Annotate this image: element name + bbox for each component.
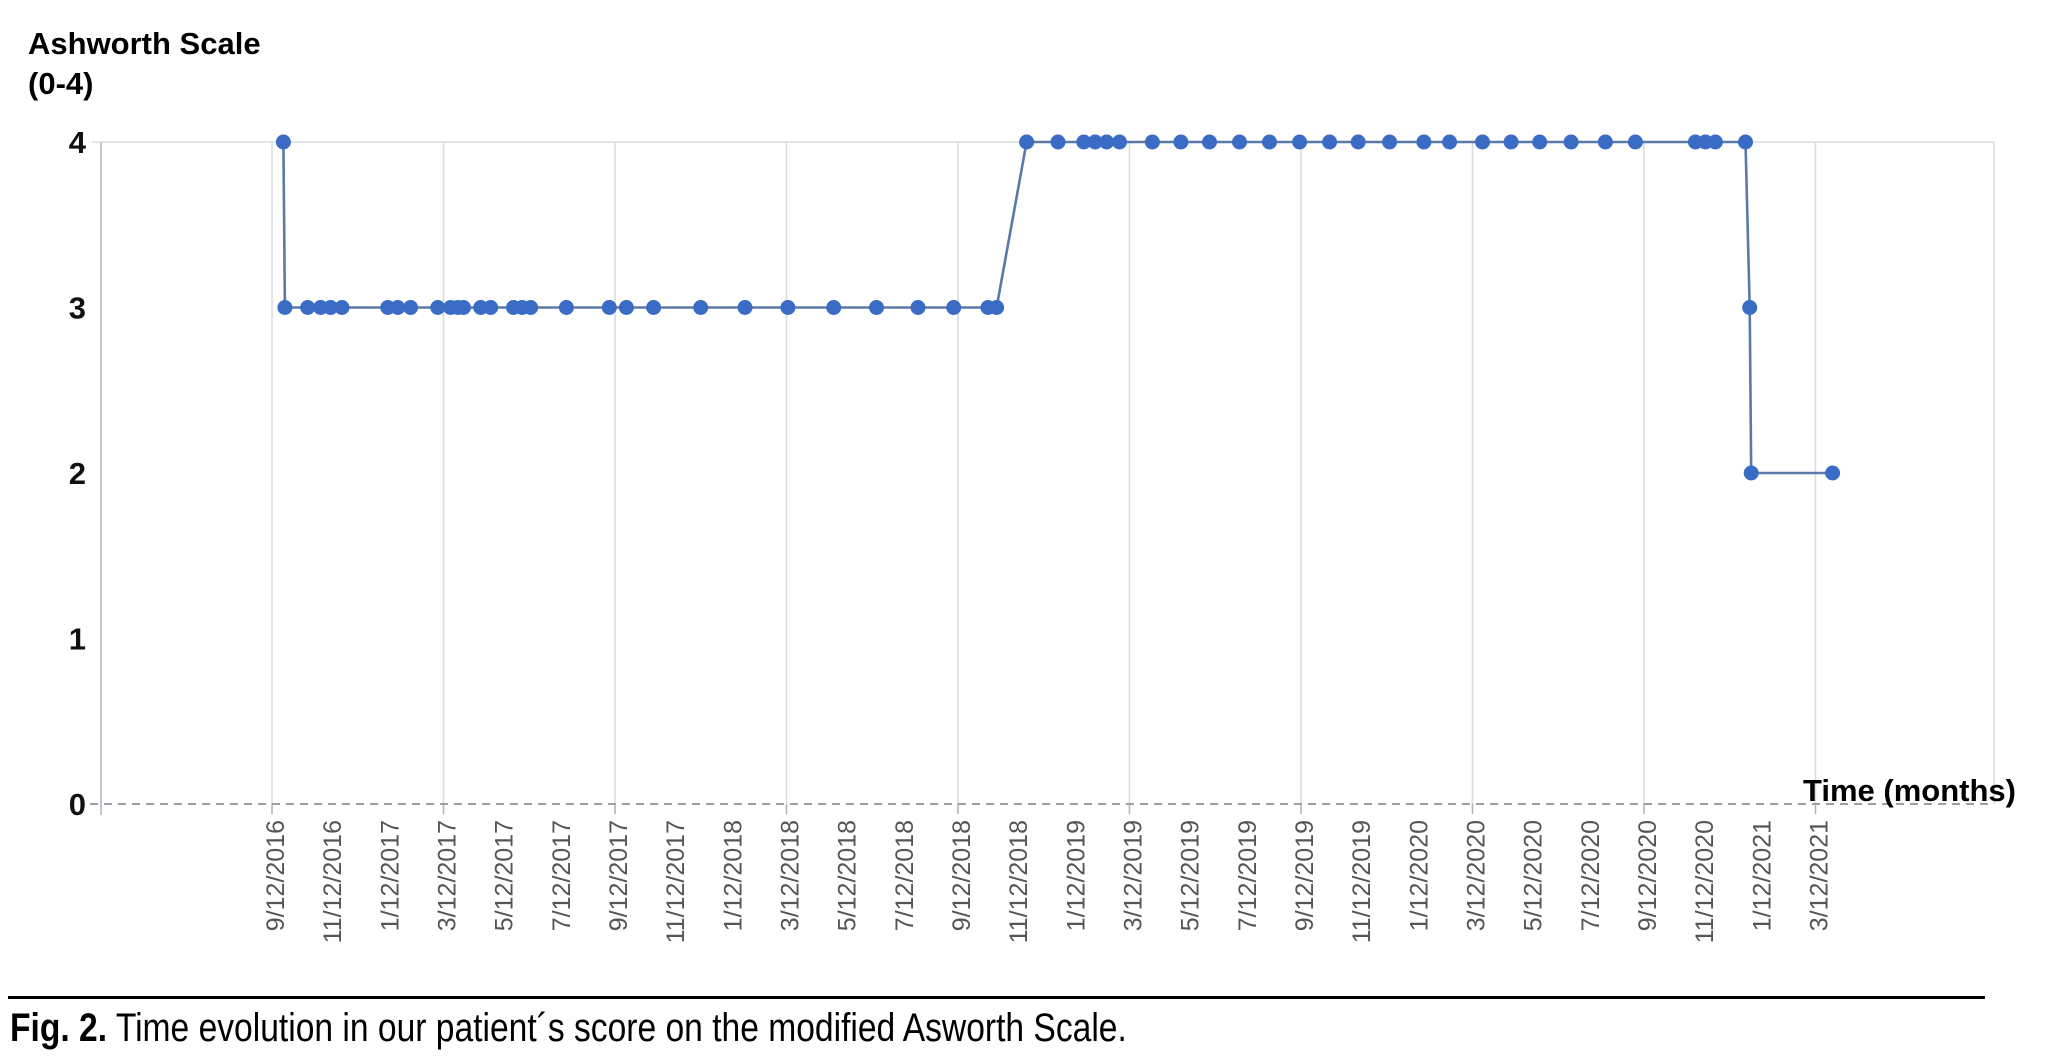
x-tick-label: 7/12/2017 [548, 820, 576, 931]
x-tick-label: 1/12/2018 [719, 820, 747, 931]
y-axis-tick-labels: 0 1 2 3 4 [69, 125, 87, 822]
data-point [300, 300, 316, 315]
data-point [1019, 134, 1035, 150]
data-point [1416, 134, 1432, 150]
series-points [275, 134, 1841, 481]
figure-caption: Fig. 2. Time evolution in our patient´s … [10, 1006, 1127, 1051]
x-tick-label: 3/12/2018 [776, 820, 804, 931]
data-point [1262, 134, 1277, 150]
data-point [558, 300, 574, 315]
data-point [1563, 134, 1579, 150]
gridlines [90, 141, 1995, 815]
data-point [1202, 134, 1217, 150]
x-tick-label: 11/12/2016 [319, 820, 347, 943]
x-tick-label: 1/12/2019 [1062, 820, 1090, 931]
data-point [334, 300, 350, 315]
data-point [946, 300, 962, 315]
data-point [1442, 134, 1458, 150]
x-axis-title: Time (months) [1803, 773, 2016, 808]
y-axis-title: Ashworth Scale (0-4) [28, 24, 261, 104]
x-tick-label: 5/12/2017 [491, 820, 519, 931]
data-point [1503, 134, 1519, 150]
y-tick-label: 4 [69, 125, 87, 160]
data-point [1597, 134, 1613, 150]
data-point [1742, 300, 1758, 315]
data-point [277, 300, 293, 315]
data-point [1292, 134, 1308, 150]
y-tick-label: 0 [69, 787, 86, 822]
data-point [1112, 134, 1127, 150]
data-point [456, 300, 471, 315]
data-point [1076, 134, 1092, 150]
data-point [390, 300, 406, 315]
data-point [1825, 465, 1841, 481]
data-point [1382, 134, 1398, 150]
data-point [737, 300, 753, 315]
data-point [430, 300, 446, 315]
x-tick-label: 3/12/2020 [1462, 820, 1490, 931]
data-point [275, 134, 291, 150]
x-tick-label: 7/12/2019 [1234, 820, 1262, 931]
data-point [483, 300, 499, 315]
x-tick-label: 9/12/2020 [1634, 820, 1662, 931]
data-point [523, 300, 539, 315]
data-point [403, 300, 419, 315]
data-point [618, 300, 634, 315]
x-tick-label: 9/12/2017 [605, 820, 633, 931]
x-tick-label: 11/12/2020 [1691, 820, 1719, 943]
data-point [1099, 134, 1115, 150]
data-point [323, 300, 339, 315]
data-point [780, 300, 796, 315]
data-point [910, 300, 926, 315]
y-tick-label: 1 [69, 622, 86, 657]
x-tick-label: 9/12/2016 [262, 820, 290, 931]
data-point [646, 300, 662, 315]
x-tick-label: 1/12/2021 [1748, 820, 1776, 931]
x-tick-label: 5/12/2019 [1177, 820, 1205, 931]
data-point [1144, 134, 1160, 150]
data-point [1743, 465, 1759, 481]
ashworth-line-chart: 0 1 2 3 4 9/12/2016 11/12/2016 1/12/2017 3/12/20… [69, 125, 2016, 943]
caption-divider [8, 996, 1985, 999]
data-point [1627, 134, 1643, 150]
x-tick-label: 1/12/2020 [1405, 820, 1433, 931]
chart-svg: 0 1 2 3 4 9/12/2016 11/12/2016 1/12/2017 3/12/20… [69, 125, 2016, 943]
x-tick-label: 7/12/2018 [891, 820, 919, 931]
data-point [1087, 134, 1103, 150]
x-tick-label: 7/12/2020 [1577, 820, 1605, 931]
x-tick-label: 3/12/2019 [1119, 820, 1147, 931]
x-axis-tick-labels: 9/12/2016 11/12/2016 1/12/2017 3/12/2017 5/1… [262, 820, 1833, 943]
x-tick-label: 11/12/2018 [1005, 820, 1033, 943]
data-point [693, 300, 709, 315]
x-tick-label: 1/12/2017 [376, 820, 404, 931]
data-point [1350, 134, 1366, 150]
data-point [1475, 134, 1490, 150]
y-axis-title-line1: Ashworth Scale [28, 26, 261, 61]
figure-caption-text: Time evolution in our patient´s score on… [107, 1006, 1127, 1050]
x-tick-label: 5/12/2020 [1520, 820, 1548, 931]
x-tick-label: 11/12/2019 [1348, 820, 1376, 943]
data-point [1232, 134, 1247, 150]
data-point [1532, 134, 1548, 150]
data-point [1322, 134, 1338, 150]
y-axis-title-line2: (0-4) [28, 66, 94, 101]
x-tick-label: 11/12/2017 [662, 820, 690, 943]
x-tick-label: 3/12/2017 [433, 820, 461, 931]
data-point [869, 300, 884, 315]
x-tick-label: 9/12/2019 [1291, 820, 1319, 931]
x-tick-label: 5/12/2018 [834, 820, 862, 931]
data-point [989, 300, 1005, 315]
x-tick-label: 9/12/2018 [948, 820, 976, 931]
data-point [601, 300, 617, 315]
data-point [1707, 134, 1723, 150]
data-point [1050, 134, 1066, 150]
y-tick-label: 3 [69, 291, 86, 326]
figure-caption-label: Fig. 2. [10, 1006, 108, 1050]
data-point [1738, 134, 1753, 150]
data-point [826, 300, 842, 315]
x-tick-label: 3/12/2021 [1805, 820, 1833, 931]
y-tick-label: 2 [69, 456, 86, 491]
data-point [1173, 134, 1189, 150]
